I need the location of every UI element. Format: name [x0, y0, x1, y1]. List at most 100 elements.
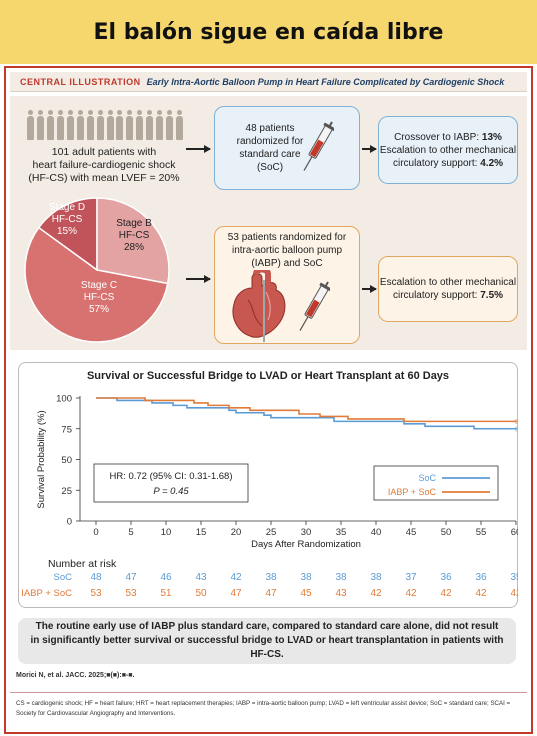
title-banner: El balón sigue en caída libre — [0, 0, 537, 64]
series-line-iabp-soc — [96, 397, 516, 423]
risk-value: 35 — [510, 572, 518, 583]
pie-label-stage-d: Stage D HF-CS 15% — [48, 202, 86, 237]
soc-box-line: 48 patients — [245, 123, 295, 134]
risk-value: 36 — [440, 572, 452, 583]
risk-value: 36 — [475, 572, 487, 583]
risk-value: 38 — [335, 572, 347, 583]
risk-value: 43 — [195, 572, 207, 583]
y-tick-label: 75 — [61, 424, 72, 435]
x-axis-label: Days After Randomization — [251, 539, 361, 550]
legend-box — [373, 465, 499, 501]
hazard-ratio-text: HR: 0.72 (95% CI: 0.31-1.68) — [109, 471, 232, 482]
x-tick-label: 5 — [128, 527, 133, 538]
conclusion-text: The routine early use of IABP plus stand… — [18, 618, 516, 664]
footer-divider — [10, 692, 527, 693]
soc-box-line: standard care — [239, 149, 301, 160]
iabp-box-line: (IABP) and SoC — [251, 258, 323, 269]
risk-value: 42 — [440, 588, 452, 599]
person-icon — [155, 110, 164, 140]
y-tick-label: 25 — [61, 486, 72, 497]
person-icon — [86, 110, 95, 140]
risk-value: 51 — [160, 588, 172, 599]
risk-value: 47 — [125, 572, 137, 583]
crossover-outcome-box: Crossover to IABP: 13% Escalation to oth… — [378, 116, 518, 184]
risk-value: 42 — [230, 572, 242, 583]
enrollment-description: 101 adult patients with heart failure-ca… — [14, 146, 194, 185]
y-axis-label: Survival Probability (%) — [36, 410, 47, 508]
x-tick-label: 15 — [196, 527, 207, 538]
x-tick-label: 25 — [266, 527, 277, 538]
banner-title: El balón sigue en caída libre — [93, 19, 444, 45]
x-tick-label: 0 — [93, 527, 98, 538]
risk-value: 53 — [90, 588, 102, 599]
escalation-outcome-box: Escalation to other mechanical circulato… — [378, 256, 518, 322]
arrow-to-crossover — [362, 145, 377, 152]
x-tick-label: 40 — [371, 527, 382, 538]
person-icon — [106, 110, 115, 140]
p-value-text: P = 0.45 — [153, 486, 189, 497]
person-icon — [145, 110, 154, 140]
escalation-line: Escalation to other mechanical — [379, 277, 517, 288]
arrow-to-escalation — [362, 285, 377, 292]
person-icon — [66, 110, 75, 140]
risk-value: 43 — [335, 588, 347, 599]
pie-svg — [24, 197, 170, 343]
iabp-box-line: 53 patients randomized for — [227, 232, 347, 243]
x-tick-label: 55 — [476, 527, 487, 538]
y-tick-label: 100 — [56, 394, 72, 405]
stage-pie-chart: Stage D HF-CS 15% Stage B HF-CS 28% Stag… — [12, 190, 182, 346]
risk-value: 53 — [125, 588, 137, 599]
crossover-line: Crossover to IABP: 13% — [394, 131, 502, 143]
risk-value: 38 — [370, 572, 382, 583]
hazard-ratio-box — [93, 463, 249, 503]
arrow-to-iabp — [186, 275, 211, 282]
legend-label: SoC — [418, 473, 436, 483]
person-icon — [96, 110, 105, 140]
syringe-icon — [303, 121, 334, 171]
pie-label-stage-c: Stage C HF-CS 57% — [80, 280, 118, 315]
x-tick-label: 10 — [161, 527, 172, 538]
x-tick-label: 50 — [441, 527, 452, 538]
illustration-title: Early Intra-Aortic Balloon Pump in Heart… — [146, 76, 505, 87]
censor-mark: + — [513, 417, 518, 428]
iabp-box-line: intra-aortic balloon pump — [231, 245, 343, 256]
risk-table-title: Number at risk — [48, 558, 117, 570]
person-icon — [165, 110, 174, 140]
illustration-header: CENTRAL ILLUSTRATION Early Intra-Aortic … — [10, 72, 527, 92]
pie-slice-stage-c — [24, 226, 169, 343]
pie-slice-stage-b — [96, 197, 170, 285]
citation-text: Morici N, et al. JACC. 2025;■(■):■-■. — [16, 672, 135, 679]
risk-value: 42 — [475, 588, 487, 599]
person-icon — [26, 110, 35, 140]
escalation-line: circulatory support: 7.5% — [392, 290, 504, 301]
risk-table: SoC 48 47 46 43 42 38 38 38 38 37 36 36 35 IABP + SoC 5… — [21, 572, 518, 599]
person-icon — [36, 110, 45, 140]
risk-value: 38 — [265, 572, 277, 583]
soc-arm-box: 48 patients randomized for standard care… — [214, 106, 360, 190]
x-tick-label: 20 — [231, 527, 242, 538]
risk-value: 46 — [160, 572, 172, 583]
x-tick-label: 30 — [301, 527, 312, 538]
person-icon — [56, 110, 65, 140]
risk-value: 42 — [510, 588, 518, 599]
soc-box-line: (SoC) — [256, 162, 284, 173]
censor-mark: + — [513, 424, 518, 435]
crossover-line: Escalation to other mechanical — [379, 144, 517, 156]
risk-value: 45 — [300, 588, 312, 599]
risk-value: 37 — [405, 572, 417, 583]
km-chart-title: Survival or Successful Bridge to LVAD or… — [86, 370, 450, 382]
pie-slice-stage-d — [37, 197, 98, 272]
crossover-line: circulatory support: 4.2% — [392, 157, 504, 169]
pie-label-stage-b: Stage B HF-CS 28% — [116, 218, 152, 253]
x-tick-label: 35 — [336, 527, 347, 538]
x-tick-label: 45 — [406, 527, 417, 538]
y-tick-label: 50 — [61, 455, 72, 466]
y-tick-label: 0 — [67, 517, 72, 528]
person-icon — [76, 110, 85, 140]
abbreviations-text: CS = cardiogenic shock; HF = heart failu… — [16, 700, 511, 717]
person-icon — [175, 110, 184, 140]
risk-value: 42 — [370, 588, 382, 599]
x-tick-label: 60 — [511, 527, 518, 538]
risk-value: 38 — [300, 572, 312, 583]
legend-label: IABP + SoC — [388, 487, 437, 497]
